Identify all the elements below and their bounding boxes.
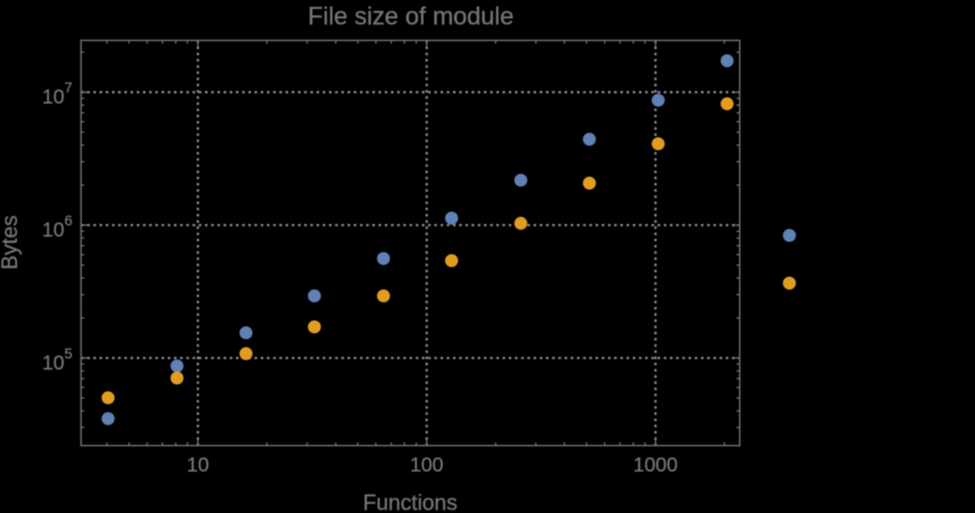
svg-text:105: 105 — [42, 347, 72, 375]
svg-text:File size of module: File size of module — [308, 3, 514, 30]
svg-text:Functions: Functions — [363, 490, 458, 513]
svg-text:100: 100 — [410, 454, 443, 476]
svg-text:10: 10 — [187, 454, 209, 476]
svg-text:Bytes: Bytes — [0, 215, 22, 270]
svg-text:107: 107 — [42, 81, 72, 109]
svg-text:1000: 1000 — [633, 454, 678, 476]
svg-text:106: 106 — [42, 214, 72, 242]
